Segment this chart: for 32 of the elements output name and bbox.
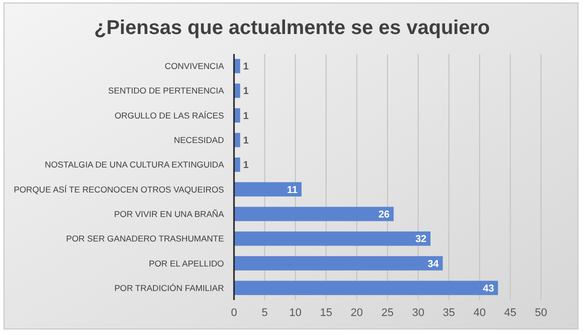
x-tick-label: 0 — [230, 306, 238, 319]
y-tick-label: PORQUE ASÍ TE RECONOCEN OTROS VAQUEIROS — [14, 184, 224, 194]
x-tick-label: 10 — [289, 306, 302, 319]
x-tick-label: 45 — [504, 306, 516, 319]
y-tick-label: CONVIVENCIA — [164, 61, 224, 72]
x-tick-label: 40 — [473, 306, 486, 319]
data-label: 34 — [428, 258, 440, 270]
data-label: 32 — [415, 234, 427, 246]
data-label: 1 — [243, 160, 250, 172]
data-label: 26 — [378, 209, 390, 220]
data-label: 1 — [243, 62, 250, 73]
data-label: 1 — [243, 110, 250, 122]
y-tick-label: NECESIDAD — [174, 135, 224, 146]
x-tick-label: 5 — [262, 306, 268, 319]
y-tick-label: POR EL APELLIDO — [148, 258, 224, 268]
data-label: 1 — [243, 136, 250, 147]
data-label: 43 — [482, 283, 494, 294]
x-tick-label: 35 — [442, 306, 456, 319]
x-tick-label: 25 — [381, 306, 394, 319]
x-tick-label: 20 — [350, 306, 363, 319]
y-tick-label: ORGULLO DE LAS RAÍCES — [114, 110, 224, 120]
y-tick-label: POR TRADICIÓN FAMILIAR — [114, 282, 224, 293]
chart-title: ¿Piensas que actualmente se es vaquiero — [94, 17, 490, 39]
x-tick-label: 15 — [320, 306, 332, 319]
y-tick-label: POR SER GANADERO TRASHUMANTE — [66, 234, 224, 244]
data-label: 11 — [286, 184, 298, 196]
x-tick-label: 30 — [412, 306, 424, 319]
y-tick-label: POR VIVIR EN UNA BRAÑA — [114, 208, 224, 219]
y-tick-label: NOSTALGIA DE UNA CULTURA EXTINGUIDA — [44, 160, 224, 170]
y-tick-label: SENTIDO DE PERTENENCIA — [108, 86, 224, 96]
x-tick-label: 50 — [534, 306, 548, 319]
data-label: 1 — [243, 86, 250, 98]
